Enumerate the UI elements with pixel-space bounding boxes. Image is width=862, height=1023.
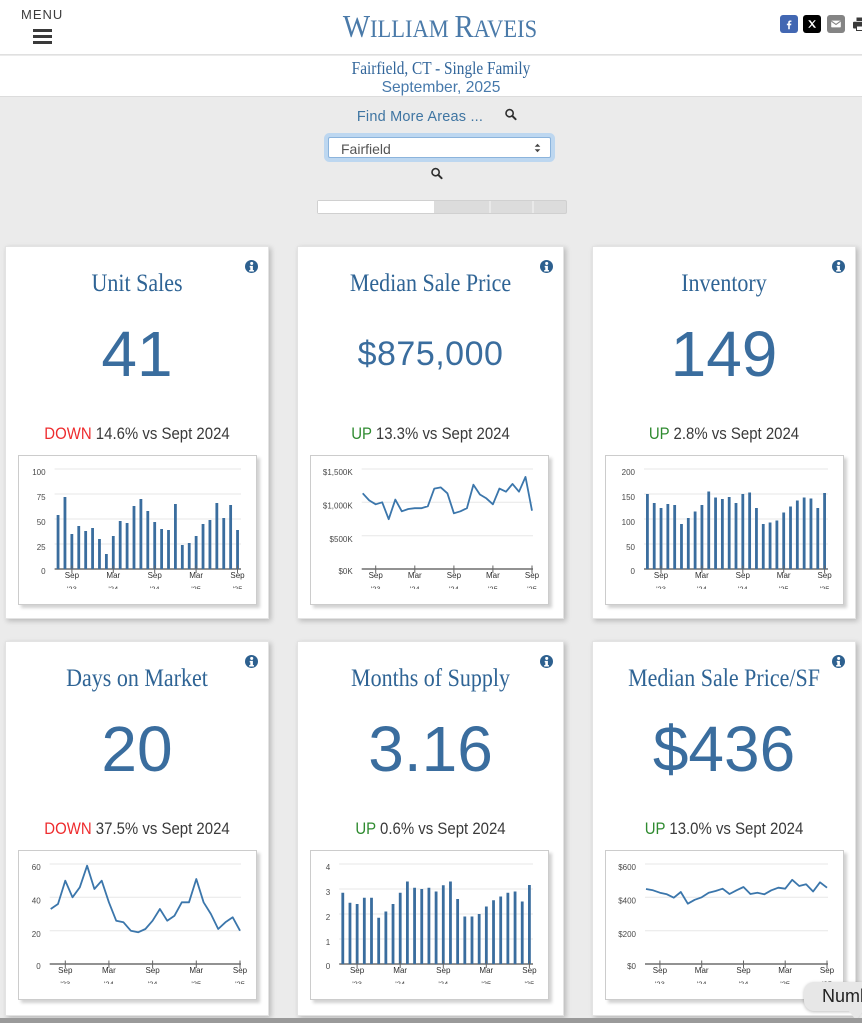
svg-text:'25: '25 xyxy=(779,585,789,590)
svg-text:Sep: Sep xyxy=(230,571,245,580)
svg-text:'25: '25 xyxy=(527,585,537,590)
svg-text:0: 0 xyxy=(41,567,46,576)
svg-text:'24: '24 xyxy=(739,980,749,985)
svg-text:Mar: Mar xyxy=(486,571,500,580)
svg-text:Sep: Sep xyxy=(817,571,832,580)
svg-text:Mar: Mar xyxy=(479,966,493,975)
svg-text:Sep: Sep xyxy=(736,571,751,580)
svg-text:'23: '23 xyxy=(352,980,362,985)
svg-text:'25: '25 xyxy=(822,980,832,985)
svg-text:$400: $400 xyxy=(618,897,636,906)
svg-text:0: 0 xyxy=(36,962,41,971)
svg-text:'25: '25 xyxy=(488,585,498,590)
svg-text:40: 40 xyxy=(32,897,41,906)
svg-text:60: 60 xyxy=(32,863,41,872)
svg-text:Mar: Mar xyxy=(106,571,120,580)
svg-text:Sep: Sep xyxy=(522,966,537,975)
svg-text:Sep: Sep xyxy=(148,571,163,580)
svg-text:100: 100 xyxy=(622,518,636,527)
svg-text:'25: '25 xyxy=(820,585,830,590)
svg-text:Sep: Sep xyxy=(654,571,669,580)
svg-text:'24: '24 xyxy=(104,980,114,985)
svg-text:25: 25 xyxy=(37,543,46,552)
svg-text:Sep: Sep xyxy=(58,966,73,975)
svg-text:0: 0 xyxy=(326,962,331,971)
svg-text:'25: '25 xyxy=(481,980,491,985)
svg-text:Mar: Mar xyxy=(695,571,709,580)
svg-text:Sep: Sep xyxy=(369,571,384,580)
svg-text:Sep: Sep xyxy=(653,966,668,975)
svg-text:1: 1 xyxy=(326,938,331,947)
svg-text:'24: '24 xyxy=(148,980,158,985)
svg-text:3: 3 xyxy=(326,888,331,897)
svg-text:0: 0 xyxy=(631,567,636,576)
svg-text:Mar: Mar xyxy=(777,571,791,580)
svg-text:2: 2 xyxy=(326,913,331,922)
svg-text:50: 50 xyxy=(626,543,635,552)
svg-text:$500K: $500K xyxy=(330,535,354,544)
svg-text:Mar: Mar xyxy=(408,571,422,580)
svg-text:'25: '25 xyxy=(191,980,201,985)
svg-text:75: 75 xyxy=(37,493,46,502)
svg-text:'24: '24 xyxy=(738,585,748,590)
svg-text:$0K: $0K xyxy=(338,567,353,576)
svg-text:Mar: Mar xyxy=(102,966,116,975)
svg-text:$1,500K: $1,500K xyxy=(323,468,353,477)
svg-text:Sep: Sep xyxy=(447,571,462,580)
svg-text:'23: '23 xyxy=(60,980,70,985)
svg-text:'24: '24 xyxy=(697,980,707,985)
svg-text:100: 100 xyxy=(32,468,46,477)
svg-text:Sep: Sep xyxy=(233,966,248,975)
svg-text:50: 50 xyxy=(37,518,46,527)
svg-text:$1,000K: $1,000K xyxy=(323,502,353,511)
svg-text:'23: '23 xyxy=(656,585,666,590)
svg-text:Sep: Sep xyxy=(65,571,80,580)
svg-text:'23: '23 xyxy=(371,585,381,590)
svg-text:Sep: Sep xyxy=(820,966,835,975)
svg-text:'23: '23 xyxy=(655,980,665,985)
svg-text:Sep: Sep xyxy=(525,571,540,580)
svg-text:200: 200 xyxy=(622,468,636,477)
svg-text:4: 4 xyxy=(326,863,331,872)
svg-text:Sep: Sep xyxy=(145,966,160,975)
svg-text:'23: '23 xyxy=(67,585,77,590)
svg-text:'24: '24 xyxy=(395,980,405,985)
svg-text:$600: $600 xyxy=(618,863,636,872)
svg-text:Sep: Sep xyxy=(736,966,751,975)
svg-text:Mar: Mar xyxy=(189,966,203,975)
svg-text:'24: '24 xyxy=(108,585,118,590)
svg-text:20: 20 xyxy=(32,930,41,939)
svg-text:'25: '25 xyxy=(233,585,243,590)
svg-text:Sep: Sep xyxy=(350,966,365,975)
svg-text:'25: '25 xyxy=(235,980,245,985)
svg-text:'24: '24 xyxy=(449,585,459,590)
svg-text:'25: '25 xyxy=(191,585,201,590)
svg-text:150: 150 xyxy=(622,493,636,502)
svg-text:Mar: Mar xyxy=(695,966,709,975)
svg-text:Mar: Mar xyxy=(778,966,792,975)
svg-text:'25: '25 xyxy=(780,980,790,985)
svg-text:'24: '24 xyxy=(438,980,448,985)
svg-text:$200: $200 xyxy=(618,930,636,939)
svg-text:'24: '24 xyxy=(410,585,420,590)
svg-text:'25: '25 xyxy=(525,980,535,985)
svg-text:$0: $0 xyxy=(627,962,636,971)
svg-text:'24: '24 xyxy=(150,585,160,590)
svg-text:'24: '24 xyxy=(697,585,707,590)
svg-text:Mar: Mar xyxy=(189,571,203,580)
svg-text:Mar: Mar xyxy=(393,966,407,975)
svg-text:Sep: Sep xyxy=(436,966,451,975)
